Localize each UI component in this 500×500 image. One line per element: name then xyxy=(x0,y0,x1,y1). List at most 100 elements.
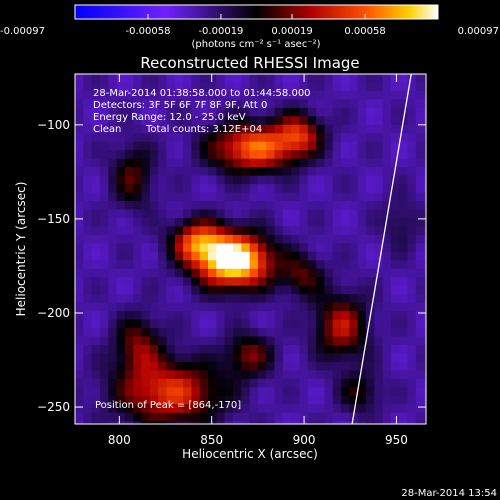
heatmap-cell xyxy=(216,328,226,338)
heatmap-cell xyxy=(158,277,167,287)
heatmap-cell xyxy=(390,404,400,414)
heatmap-cell xyxy=(166,133,176,143)
heatmap-cell xyxy=(133,361,143,371)
heatmap-cell xyxy=(332,412,342,422)
heatmap-cell xyxy=(366,378,375,388)
heatmap-cell xyxy=(133,234,143,244)
heatmap-cell xyxy=(191,336,201,346)
heatmap-cell xyxy=(166,361,176,371)
heatmap-cell xyxy=(257,336,267,346)
heatmap-cell xyxy=(341,209,350,219)
heatmap-cell xyxy=(141,387,151,397)
heatmap-cell xyxy=(108,395,118,405)
heatmap-cell xyxy=(183,74,192,84)
heatmap-cell xyxy=(324,260,334,270)
heatmap-cell xyxy=(241,234,251,244)
heatmap-cell xyxy=(191,277,201,287)
heatmap-cell xyxy=(174,336,184,346)
heatmap-cell xyxy=(108,285,118,295)
heatmap-cell xyxy=(216,378,226,388)
heatmap-cell xyxy=(282,150,292,160)
heatmap-cell xyxy=(349,268,359,278)
heatmap-cell xyxy=(183,243,192,253)
heatmap-cell xyxy=(233,209,242,219)
heatmap-cell xyxy=(191,243,201,253)
heatmap-cell xyxy=(216,336,226,346)
heatmap-cell xyxy=(324,74,334,84)
heatmap-cell xyxy=(158,141,167,151)
heatmap-cell xyxy=(199,184,209,194)
heatmap-cell xyxy=(224,243,234,253)
heatmap-cell xyxy=(149,378,159,388)
y-axis-ticks: −250−200−150−100 xyxy=(37,118,426,414)
y-tick-label: −200 xyxy=(37,306,70,320)
heatmap-cell xyxy=(424,404,426,414)
heatmap-cell xyxy=(199,361,209,371)
heatmap-cell xyxy=(216,294,226,304)
heatmap-cell xyxy=(141,107,151,117)
heatmap-cell xyxy=(399,218,409,228)
heatmap-cell xyxy=(366,430,375,439)
heatmap-cell xyxy=(282,277,292,287)
heatmap-cell xyxy=(133,395,143,405)
y-tick-label: −250 xyxy=(37,400,70,414)
heatmap-cell xyxy=(75,387,84,397)
heatmap-cell xyxy=(133,285,143,295)
heatmap-cell xyxy=(249,218,259,228)
heatmap-cell xyxy=(224,107,234,117)
heatmap-cell xyxy=(108,404,118,414)
heatmap-cell xyxy=(424,311,426,321)
heatmap-cell xyxy=(166,107,176,117)
heatmap-cell xyxy=(266,404,276,414)
heatmap-cell xyxy=(349,141,359,151)
heatmap-cell xyxy=(282,361,292,371)
heatmap-cell xyxy=(257,124,267,134)
heatmap-cell xyxy=(249,175,259,185)
heatmap-cell xyxy=(357,268,367,278)
heatmap-cell xyxy=(433,201,442,210)
heatmap-cell xyxy=(133,336,143,346)
heatmap-cell xyxy=(208,294,217,304)
heatmap-cell xyxy=(390,158,400,168)
heatmap-cell xyxy=(332,387,342,397)
heatmap-cell xyxy=(324,412,334,422)
heatmap-cell xyxy=(424,234,426,244)
heatmap-cell xyxy=(249,319,259,329)
heatmap-cell xyxy=(424,430,433,439)
heatmap-cell xyxy=(366,353,375,363)
heatmap-cell xyxy=(332,158,342,168)
heatmap-cell xyxy=(224,345,234,355)
heatmap-cell xyxy=(415,353,425,363)
heatmap-cell xyxy=(399,319,409,329)
heatmap-cell xyxy=(124,311,134,321)
heatmap-cell xyxy=(224,378,234,388)
heatmap-cell xyxy=(124,285,134,295)
heatmap-cell xyxy=(399,192,409,202)
heatmap-cell xyxy=(266,268,276,278)
heatmap-cell xyxy=(366,150,375,160)
heatmap-cell xyxy=(257,243,267,253)
heatmap-cell xyxy=(75,421,84,424)
heatmap-cell xyxy=(108,124,118,134)
heatmap-cell xyxy=(158,370,167,380)
heatmap-cell xyxy=(166,158,176,168)
heatmap-cell xyxy=(291,361,300,371)
heatmap-cell xyxy=(116,345,126,355)
heatmap-cell xyxy=(191,150,201,160)
heatmap-cell xyxy=(249,82,259,92)
heatmap-cell xyxy=(91,319,101,329)
heatmap-cell xyxy=(307,234,317,244)
heatmap-cell xyxy=(324,311,334,321)
heatmap-cell xyxy=(407,251,417,261)
heatmap-cell xyxy=(274,107,284,117)
heatmap-cell xyxy=(399,201,409,211)
heatmap-cell xyxy=(191,395,201,405)
heatmap-cell xyxy=(415,412,425,422)
heatmap-cell xyxy=(241,430,250,439)
heatmap-cell xyxy=(199,192,209,202)
heatmap-cell xyxy=(399,328,409,338)
heatmap-cell xyxy=(374,378,384,388)
heatmap-cell xyxy=(216,209,226,219)
heatmap-cell xyxy=(174,218,184,228)
heatmap-cell xyxy=(108,412,118,422)
